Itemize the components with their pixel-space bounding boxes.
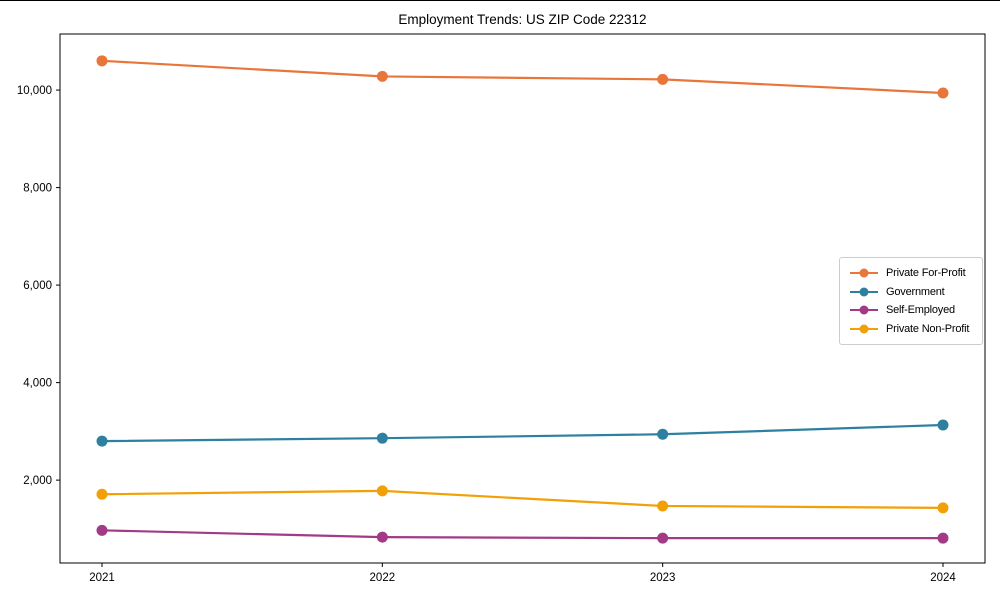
data-point-marker xyxy=(657,73,669,85)
y-tick-label: 4,000 xyxy=(23,378,52,390)
series-line-government xyxy=(100,423,945,443)
data-point-marker xyxy=(937,419,949,431)
x-tick-label: 2024 xyxy=(930,572,956,584)
legend-item: Self-Employed xyxy=(849,301,974,320)
series-line-private-for-profit xyxy=(100,59,945,95)
data-point-marker xyxy=(657,428,669,440)
data-point-marker xyxy=(376,70,388,82)
legend-line-marker-icon xyxy=(850,287,878,297)
legend-line-marker-icon xyxy=(850,305,878,315)
data-point-marker xyxy=(937,502,949,514)
legend-line-marker-icon xyxy=(850,324,878,334)
series-line-private-non-profit xyxy=(100,489,945,510)
legend-item: Government xyxy=(849,283,974,302)
y-tick-label: 10,000 xyxy=(17,85,52,97)
legend-line-marker-icon xyxy=(850,268,878,278)
data-point-marker xyxy=(376,432,388,444)
data-point-marker xyxy=(96,55,108,67)
x-tick-label: 2023 xyxy=(650,572,676,584)
x-tick-label: 2021 xyxy=(89,572,115,584)
legend-item: Private Non-Profit xyxy=(849,320,974,339)
legend-label: Government xyxy=(886,285,945,298)
legend-label: Private For-Profit xyxy=(886,267,966,280)
data-point-marker xyxy=(657,500,669,512)
data-point-marker xyxy=(937,532,949,544)
axes-frame xyxy=(59,33,986,564)
data-point-marker xyxy=(96,435,108,447)
chart-title: Employment Trends: US ZIP Code 22312 xyxy=(398,12,647,27)
data-point-marker xyxy=(376,531,388,543)
legend-item: Private For-Profit xyxy=(849,264,974,283)
data-point-marker xyxy=(96,524,108,536)
data-point-marker xyxy=(657,532,669,544)
legend-label: Self-Employed xyxy=(886,304,955,317)
legend-label: Private Non-Profit xyxy=(886,322,970,335)
legend: Private For-Profit Government Self-Employe… xyxy=(839,257,983,345)
y-tick-label: 8,000 xyxy=(23,183,52,195)
data-point-marker xyxy=(937,87,949,99)
x-tick-label: 2022 xyxy=(370,572,396,584)
y-tick-label: 2,000 xyxy=(23,475,52,487)
data-point-marker xyxy=(96,488,108,500)
y-tick-label: 6,000 xyxy=(23,280,52,292)
data-point-marker xyxy=(376,485,388,497)
series-line-self-employed xyxy=(100,529,945,540)
